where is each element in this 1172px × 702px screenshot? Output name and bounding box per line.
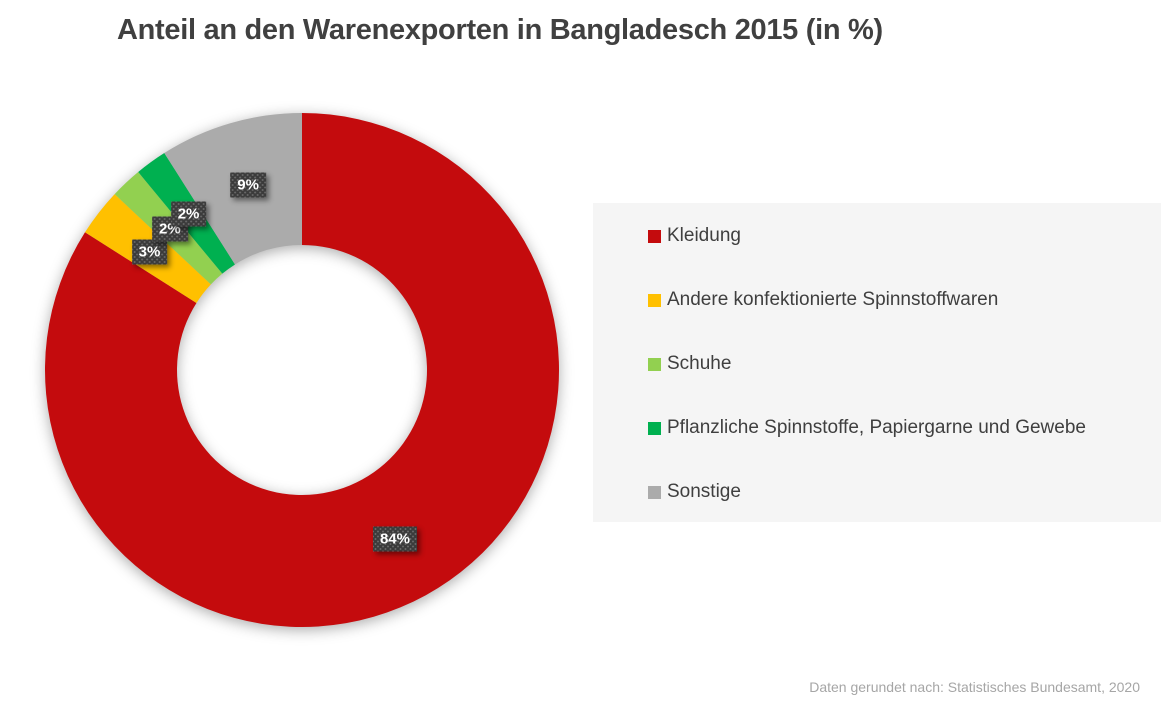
- legend-item-5: Sonstige: [593, 460, 1161, 524]
- legend-item-label: Pflanzliche Spinnstoffe, Papiergarne und…: [667, 417, 1086, 438]
- donut-slice-5: [164, 113, 302, 265]
- legend-item-2: Andere konfektionierte Spinnstoffwaren: [593, 268, 1161, 332]
- donut-slice-1: [44, 113, 559, 627]
- legend-swatch-icon: [648, 293, 661, 307]
- legend-swatch-icon: [648, 485, 661, 499]
- legend-item-4: Pflanzliche Spinnstoffe, Papiergarne und…: [593, 396, 1161, 460]
- legend-item-1: Kleidung: [593, 204, 1161, 268]
- legend-swatch-icon: [648, 229, 661, 243]
- legend-item-label: Schuhe: [667, 353, 732, 374]
- data-label-3: 2%: [152, 217, 188, 242]
- legend-item-label: Andere konfektionierte Spinnstoffwaren: [667, 289, 999, 310]
- donut-slices: [44, 113, 559, 627]
- legend: Kleidung Andere konfektionierte Spinnstof…: [593, 203, 1161, 522]
- data-label-2: 3%: [132, 239, 168, 264]
- legend-item-3: Schuhe: [593, 332, 1161, 396]
- legend-swatch-icon: [648, 357, 661, 371]
- source-note: Daten gerundet nach: Statistisches Bunde…: [809, 679, 1140, 695]
- data-label-4: 2%: [171, 201, 207, 226]
- legend-item-label: Kleidung: [667, 225, 741, 246]
- data-label-1: 84%: [373, 527, 417, 552]
- legend-item-label: Sonstige: [667, 481, 741, 502]
- data-label-5: 9%: [230, 172, 266, 197]
- legend-swatch-icon: [648, 421, 661, 435]
- chart-title: Anteil an den Warenexporten in Banglades…: [117, 14, 883, 46]
